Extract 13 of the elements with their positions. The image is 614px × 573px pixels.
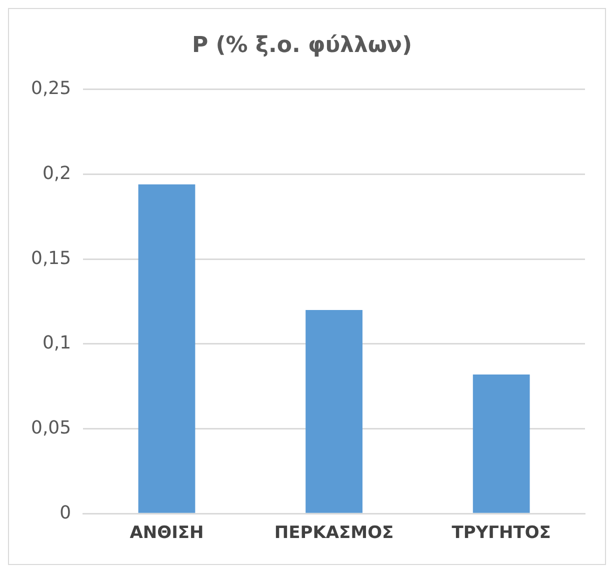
y-tick-label: 0,15: [31, 248, 72, 269]
y-tick-label: 0,2: [42, 162, 72, 184]
y-tick-label: 0: [60, 502, 72, 524]
x-tick-label: ΤΡΥΓΗΤΟΣ: [452, 523, 551, 544]
x-tick-label: ΠΕΡΚΑΣΜΟΣ: [274, 523, 394, 544]
x-tick-label: ΑΝΘΙΣΗ: [130, 523, 204, 544]
bar: [138, 184, 196, 513]
bar: [472, 374, 530, 513]
bar: [306, 310, 362, 513]
y-tick-label: 0,25: [31, 78, 72, 100]
chart-title: P (% ξ.ο. φύλλων): [192, 32, 412, 58]
y-tick-label: 0,1: [42, 332, 72, 354]
y-tick-label: 0,05: [31, 417, 72, 438]
